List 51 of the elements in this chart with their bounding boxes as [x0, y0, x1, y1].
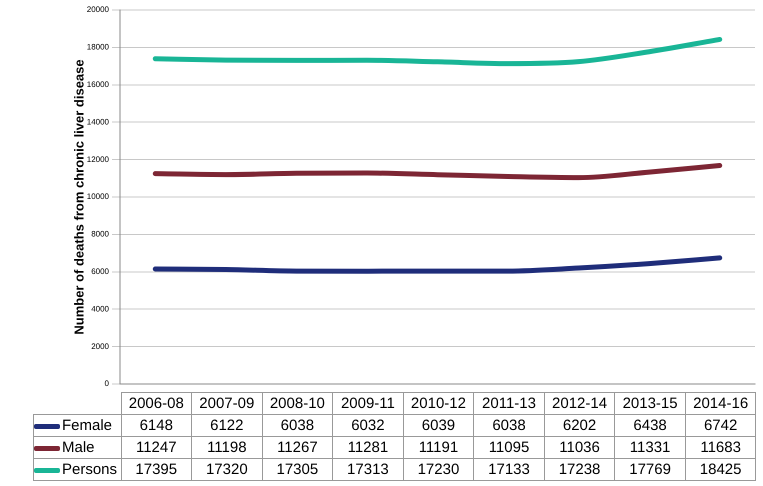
- y-tick-label: 12000: [86, 154, 110, 164]
- data-label: 17238: [544, 458, 615, 480]
- data-label: 6122: [192, 414, 262, 436]
- data-label: 18425: [685, 458, 756, 480]
- x-tick-label: 2006-08: [121, 392, 192, 414]
- y-tick-label: 14000: [86, 117, 110, 126]
- data-label: 11683: [685, 436, 756, 458]
- y-tick-label: 4000: [91, 304, 110, 314]
- x-tick-label: 2011-13: [474, 392, 544, 414]
- y-tick-label: 10000: [86, 192, 110, 202]
- data-label: 11036: [544, 436, 615, 458]
- data-label: 17313: [332, 458, 404, 480]
- x-tick-label: 2013-15: [614, 392, 686, 414]
- data-label: 11267: [262, 436, 333, 458]
- data-label: 6032: [332, 414, 404, 436]
- data-label: 17133: [474, 458, 544, 480]
- data-label: 6039: [403, 414, 474, 436]
- legend-label: Male: [34, 436, 121, 458]
- x-tick-label: 2010-12: [403, 392, 474, 414]
- y-axis-title: Number of deaths from chronic liver disease: [71, 59, 86, 335]
- data-label: 17395: [121, 458, 192, 480]
- data-label: 17305: [262, 458, 333, 480]
- y-tick-label: 20000: [86, 5, 110, 14]
- y-tick-label: 8000: [91, 230, 110, 239]
- data-label: 6038: [474, 414, 544, 436]
- data-label: 11191: [403, 436, 474, 458]
- data-label: 6438: [614, 414, 686, 436]
- data-label: 17769: [614, 458, 686, 480]
- y-tick-label: 18000: [86, 42, 110, 52]
- x-tick-label: 2009-11: [332, 392, 404, 414]
- data-label: 17230: [403, 458, 474, 480]
- x-tick-label: 2008-10: [262, 392, 333, 414]
- y-tick-label: 6000: [91, 267, 110, 276]
- data-label: 6202: [544, 414, 615, 436]
- data-label: 11198: [192, 436, 262, 458]
- data-label: 11331: [614, 436, 686, 458]
- data-label: 11247: [121, 436, 192, 458]
- legend-label: Persons: [34, 458, 121, 480]
- x-tick-label: 2014-16: [685, 392, 756, 414]
- data-label: 6742: [685, 414, 756, 436]
- data-label: 17320: [192, 458, 262, 480]
- y-tick-label: 2000: [91, 342, 110, 351]
- data-label: 11281: [332, 436, 404, 458]
- x-tick-label: 2012-14: [544, 392, 615, 414]
- legend-label: Female: [34, 414, 121, 436]
- data-label: 6148: [121, 414, 192, 436]
- y-tick-label: 16000: [86, 80, 110, 90]
- x-tick-label: 2007-09: [192, 392, 262, 414]
- data-label: 6038: [262, 414, 333, 436]
- y-tick-label: 0: [104, 379, 110, 388]
- data-label: 11095: [474, 436, 544, 458]
